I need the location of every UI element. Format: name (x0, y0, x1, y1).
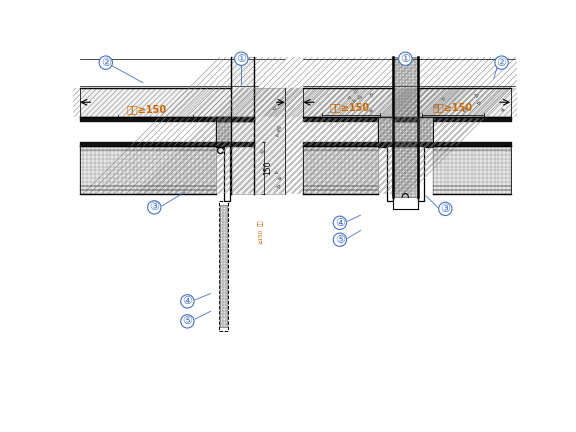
Bar (418, 88, 511, 117)
Bar (255, 88, 285, 194)
Bar (433, 146, 511, 194)
Text: ≥150: ≥150 (258, 229, 263, 244)
Bar (255, 88, 285, 194)
Bar (303, 88, 393, 117)
Text: ⑤: ⑤ (183, 316, 192, 326)
Text: 150: 150 (263, 160, 272, 175)
Text: ②: ② (497, 57, 506, 68)
Text: ③: ③ (149, 202, 160, 213)
Bar (303, 146, 378, 194)
Bar (216, 117, 232, 142)
Bar (219, 201, 228, 330)
Text: 翡包≥150: 翡包≥150 (329, 102, 369, 112)
Text: 翻包: 翻包 (257, 219, 263, 226)
Text: ②: ② (101, 57, 111, 68)
Bar (303, 88, 393, 117)
Text: 翡包≥150: 翡包≥150 (127, 104, 166, 114)
Text: ③: ③ (440, 204, 450, 214)
Text: ①: ① (236, 54, 247, 64)
Bar (79, 146, 216, 194)
Text: ①: ① (400, 54, 410, 64)
Text: ④: ④ (183, 296, 192, 306)
Text: ⑤: ⑤ (335, 235, 345, 245)
Bar (219, 205, 228, 327)
Bar (378, 117, 393, 142)
Bar (393, 57, 418, 197)
Bar (418, 117, 433, 142)
Text: 翡包≥150: 翡包≥150 (433, 102, 473, 112)
Bar (232, 57, 255, 194)
Bar (418, 88, 511, 117)
Text: ④: ④ (335, 218, 345, 228)
Bar (79, 88, 232, 117)
